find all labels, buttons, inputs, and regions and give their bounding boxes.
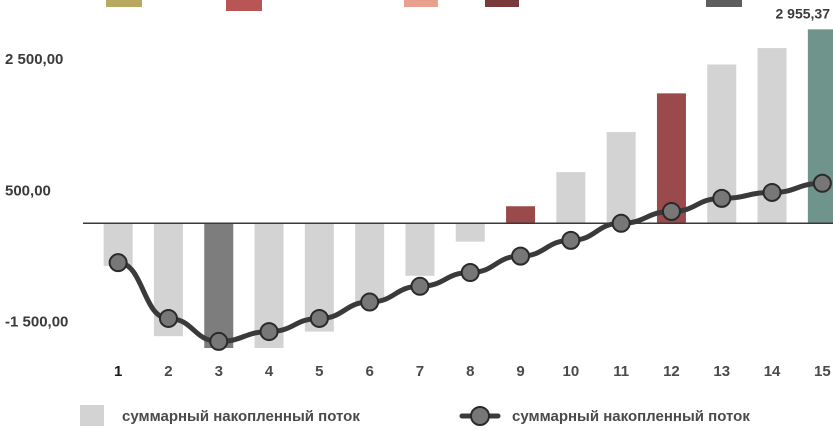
- x-tick-label: 4: [265, 363, 274, 380]
- line-point: [561, 230, 581, 250]
- line-point: [410, 276, 430, 296]
- x-tick-label: 6: [365, 363, 373, 380]
- bar: [455, 223, 485, 242]
- legend-line-label: суммарный накопленный поток: [512, 408, 750, 425]
- bar: [807, 29, 833, 224]
- x-tick-label: 14: [764, 363, 781, 380]
- y-tick-label: 500,00: [5, 182, 51, 199]
- bar: [405, 223, 435, 276]
- line-point: [611, 213, 631, 233]
- y-tick-label: -1 500,00: [5, 314, 68, 331]
- x-tick-label: 5: [315, 363, 323, 380]
- x-tick-label: 7: [416, 363, 424, 380]
- line-point: [259, 322, 279, 342]
- line-point: [712, 188, 732, 208]
- legend: суммарный накопленный поток суммарный на…: [80, 405, 750, 427]
- top-swatch: [706, 0, 742, 7]
- y-axis: 2 500,00 500,00 -1 500,00: [5, 51, 68, 331]
- bar: [606, 132, 636, 224]
- bar: [556, 172, 586, 224]
- bar: [656, 93, 686, 224]
- x-tick-label: 1: [114, 363, 122, 380]
- top-swatch: [106, 0, 142, 7]
- x-tick-label: 11: [613, 363, 629, 380]
- line-point: [762, 182, 782, 202]
- line-point: [460, 263, 480, 283]
- legend-line-marker: [470, 406, 490, 426]
- top-swatch: [485, 0, 519, 7]
- line-point: [812, 173, 832, 193]
- line-point: [511, 246, 531, 266]
- line-point: [309, 308, 329, 328]
- y-tick-label: 2 500,00: [5, 51, 63, 68]
- x-tick-label: 8: [466, 363, 474, 380]
- x-tick-label: 2: [164, 363, 172, 380]
- legend-bar-swatch: [80, 405, 104, 427]
- x-tick-label: 9: [516, 363, 524, 380]
- bar: [204, 223, 234, 348]
- top-swatch: [404, 0, 438, 7]
- top-swatches: [106, 0, 742, 11]
- line-point: [158, 308, 178, 328]
- x-tick-label: 12: [663, 363, 680, 380]
- x-tick-label: 13: [713, 363, 730, 380]
- line-point: [360, 292, 380, 312]
- bar: [355, 223, 385, 303]
- x-axis: 1 2 3 4 5 6 7 8 9 10 11 12 13 14 15: [114, 363, 831, 380]
- x-tick-label: 10: [563, 363, 580, 380]
- line-point: [209, 331, 229, 351]
- top-swatch: [226, 0, 262, 11]
- legend-bar-label: суммарный накопленный поток: [122, 408, 360, 425]
- bar: [506, 206, 536, 224]
- line-series: [108, 173, 832, 351]
- line-point: [661, 201, 681, 221]
- bars: [103, 29, 833, 348]
- data-label: 2 955,37: [776, 5, 831, 21]
- data-labels: 2 955,37: [776, 5, 831, 21]
- line-point: [108, 253, 128, 273]
- x-tick-label: 3: [215, 363, 223, 380]
- x-tick-label: 15: [814, 363, 831, 380]
